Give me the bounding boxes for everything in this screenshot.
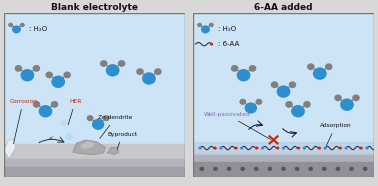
Text: e⁻: e⁻	[49, 136, 55, 141]
Circle shape	[295, 167, 299, 171]
Circle shape	[197, 23, 202, 27]
Circle shape	[214, 147, 217, 150]
Circle shape	[219, 147, 223, 150]
Circle shape	[51, 101, 58, 108]
Bar	[193, 154, 374, 177]
Bar	[4, 159, 185, 177]
Polygon shape	[107, 147, 119, 155]
Circle shape	[339, 147, 342, 150]
Circle shape	[20, 23, 25, 27]
Circle shape	[256, 99, 262, 105]
Circle shape	[103, 115, 110, 121]
Circle shape	[261, 147, 264, 150]
Circle shape	[349, 167, 354, 171]
Circle shape	[282, 147, 285, 150]
Text: : 6-AA: : 6-AA	[218, 41, 239, 47]
Polygon shape	[80, 142, 94, 149]
Circle shape	[51, 76, 65, 88]
Circle shape	[245, 102, 257, 113]
Circle shape	[209, 23, 214, 27]
Bar	[193, 142, 374, 154]
Circle shape	[65, 133, 73, 140]
Circle shape	[106, 64, 119, 76]
Text: Zn dendrite: Zn dendrite	[98, 115, 133, 138]
Circle shape	[39, 105, 53, 117]
Circle shape	[118, 60, 125, 67]
Circle shape	[33, 65, 40, 72]
Circle shape	[249, 65, 256, 72]
Circle shape	[100, 60, 107, 67]
Text: : H₂O: : H₂O	[218, 26, 236, 32]
Circle shape	[254, 167, 259, 171]
Circle shape	[289, 81, 296, 88]
Text: Well-passivated: Well-passivated	[204, 112, 270, 139]
Circle shape	[239, 99, 246, 105]
Polygon shape	[4, 139, 15, 159]
Circle shape	[340, 98, 354, 111]
Circle shape	[303, 147, 306, 150]
Circle shape	[297, 147, 300, 150]
Circle shape	[277, 85, 290, 98]
Circle shape	[240, 147, 243, 150]
Circle shape	[255, 147, 259, 150]
Circle shape	[198, 147, 202, 150]
Text: Byproduct: Byproduct	[107, 132, 137, 150]
Circle shape	[210, 43, 213, 46]
Circle shape	[237, 69, 251, 81]
Circle shape	[142, 72, 156, 85]
Text: Adsorption: Adsorption	[320, 124, 352, 145]
Circle shape	[307, 63, 314, 70]
Circle shape	[303, 101, 311, 108]
Bar	[4, 13, 185, 147]
Title: Blank electrolyte: Blank electrolyte	[51, 3, 138, 12]
Circle shape	[45, 71, 53, 78]
Circle shape	[92, 119, 104, 130]
Circle shape	[344, 147, 348, 150]
Circle shape	[336, 167, 340, 171]
Circle shape	[12, 25, 21, 33]
Circle shape	[234, 147, 238, 150]
Circle shape	[359, 147, 363, 150]
Circle shape	[285, 101, 293, 108]
Circle shape	[324, 147, 327, 150]
Text: Corrosion: Corrosion	[9, 99, 37, 144]
Circle shape	[227, 167, 231, 171]
Circle shape	[281, 167, 286, 171]
Bar	[4, 144, 185, 160]
Circle shape	[313, 67, 327, 80]
Circle shape	[136, 68, 144, 75]
Circle shape	[61, 120, 66, 125]
Circle shape	[231, 65, 239, 72]
Bar	[4, 167, 185, 177]
Circle shape	[271, 81, 278, 88]
Circle shape	[87, 115, 93, 121]
Circle shape	[64, 71, 71, 78]
Circle shape	[201, 25, 210, 33]
Circle shape	[276, 147, 279, 150]
Circle shape	[20, 69, 34, 81]
Circle shape	[213, 167, 218, 171]
Circle shape	[308, 167, 313, 171]
Circle shape	[334, 94, 342, 101]
Circle shape	[8, 23, 13, 27]
Polygon shape	[73, 140, 105, 155]
Circle shape	[240, 167, 245, 171]
Circle shape	[352, 94, 360, 101]
Circle shape	[325, 63, 333, 70]
Text: : H₂O: : H₂O	[29, 26, 47, 32]
Circle shape	[154, 68, 162, 75]
Circle shape	[15, 65, 22, 72]
Circle shape	[322, 167, 327, 171]
Circle shape	[365, 147, 369, 150]
Circle shape	[291, 105, 305, 117]
Bar	[193, 13, 374, 147]
Bar	[193, 162, 374, 177]
Text: HER: HER	[68, 99, 82, 125]
Circle shape	[268, 167, 272, 171]
Circle shape	[363, 167, 367, 171]
Title: 6-AA added: 6-AA added	[254, 3, 313, 12]
Circle shape	[33, 101, 40, 108]
Circle shape	[200, 167, 204, 171]
Circle shape	[318, 147, 321, 150]
